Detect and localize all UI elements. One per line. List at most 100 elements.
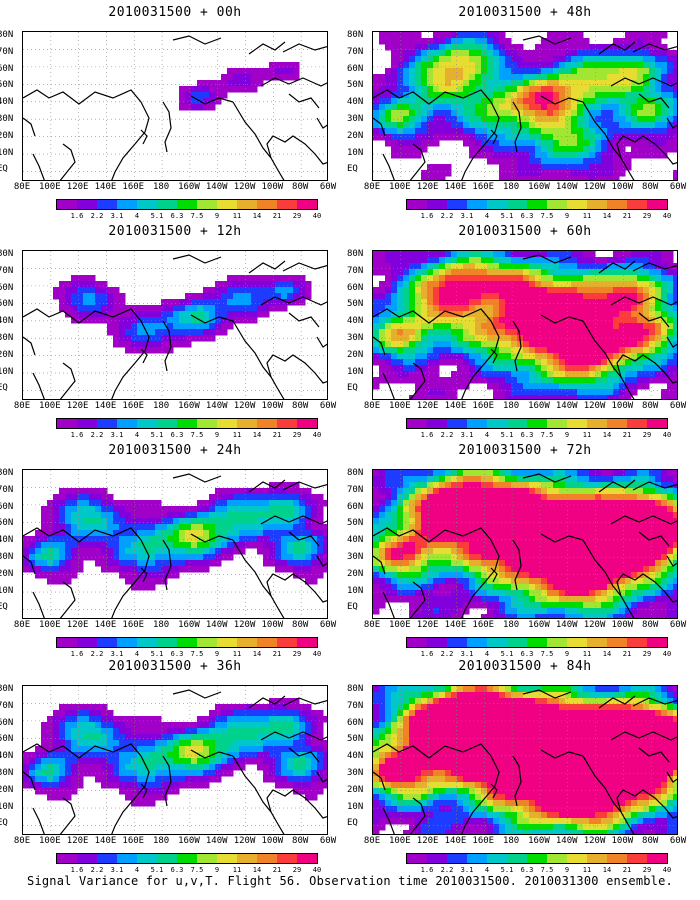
field-cell [511,470,518,477]
field-cell [637,281,644,288]
field-cell [445,170,452,177]
colorbar-label: 3.1 [110,431,124,439]
field-cell [529,566,536,573]
field-cell [143,323,150,330]
field-cell [239,530,246,537]
field-cell [173,542,180,549]
field-cell [613,560,620,567]
field-cell [457,530,464,537]
field-cell [391,335,398,342]
field-cell [505,365,512,372]
field-cell [649,86,656,93]
field-cell [143,560,150,567]
field-cell [323,542,327,549]
field-cell [529,377,536,384]
field-cell [511,122,518,129]
field-cell [59,554,66,561]
field-cell [511,251,518,258]
field-cell [595,512,602,519]
field-cell [469,32,476,39]
field-cell [625,518,632,525]
field-cell [487,602,494,609]
field-cell [137,500,144,507]
colorbar [406,418,668,429]
field-cell [655,353,662,360]
field-cell [173,506,180,513]
field-cell [643,74,650,81]
coastline [288,312,320,328]
field-cell [221,317,228,324]
field-cell [589,542,596,549]
field-cell [155,566,162,573]
field-cell [439,38,446,45]
field-cell [655,377,662,384]
field-cell [469,359,476,366]
field-cell [397,293,404,300]
field-cell [101,512,108,519]
coastline [23,89,142,105]
field-cell [269,62,276,69]
field-cell [547,506,554,513]
field-cell [403,488,410,495]
field-cell [637,506,644,513]
field-cell [643,500,650,507]
field-cell [445,335,452,342]
field-cell [571,110,578,117]
field-cell [505,92,512,99]
field-cell [625,32,632,39]
field-cell [251,74,258,81]
field-cell [445,38,452,45]
field-cell [215,494,222,501]
field-cell [559,542,566,549]
field-cell [59,572,66,579]
field-cell [233,68,240,75]
field-cell [553,494,560,501]
field-cell [601,353,608,360]
field-cell [403,32,410,39]
coastline [288,93,320,109]
field-cell [469,281,476,288]
field-cell [631,251,638,258]
field-cell [505,524,512,531]
field-cell [619,371,626,378]
field-cell [517,602,524,609]
field-cell [487,269,494,276]
lat-label: 10N [347,147,364,158]
field-cell [607,371,614,378]
field-cell [643,251,650,258]
field-cell [637,602,644,609]
field-cell [373,590,380,597]
field-cell [643,257,650,264]
field-cell [565,323,572,330]
coastline [232,539,285,618]
field-cell [529,353,536,360]
field-cell [655,293,662,300]
field-cell [89,536,96,543]
field-cell [589,494,596,501]
field-cell [71,518,78,525]
field-cell [433,470,440,477]
field-cell [505,512,512,519]
colorbar-swatch [257,200,277,209]
field-cell [589,305,596,312]
field-cell [245,500,252,507]
field-cell [155,530,162,537]
field-cell [565,548,572,555]
field-cell [107,317,114,324]
field-cell [101,494,108,501]
field-cell [409,98,416,105]
field-cell [559,395,566,399]
field-cell [631,140,638,147]
lat-label: 30N [0,552,14,562]
field-cell [637,347,644,354]
field-cell [77,512,84,519]
field-cell [565,98,572,105]
field-cell [379,134,386,141]
field-cell [433,353,440,360]
field-cell [385,287,392,294]
field-cell [571,596,578,603]
field-cell [457,74,464,81]
field-cell [59,542,66,549]
field-cell [439,128,446,135]
field-cell [71,281,78,288]
